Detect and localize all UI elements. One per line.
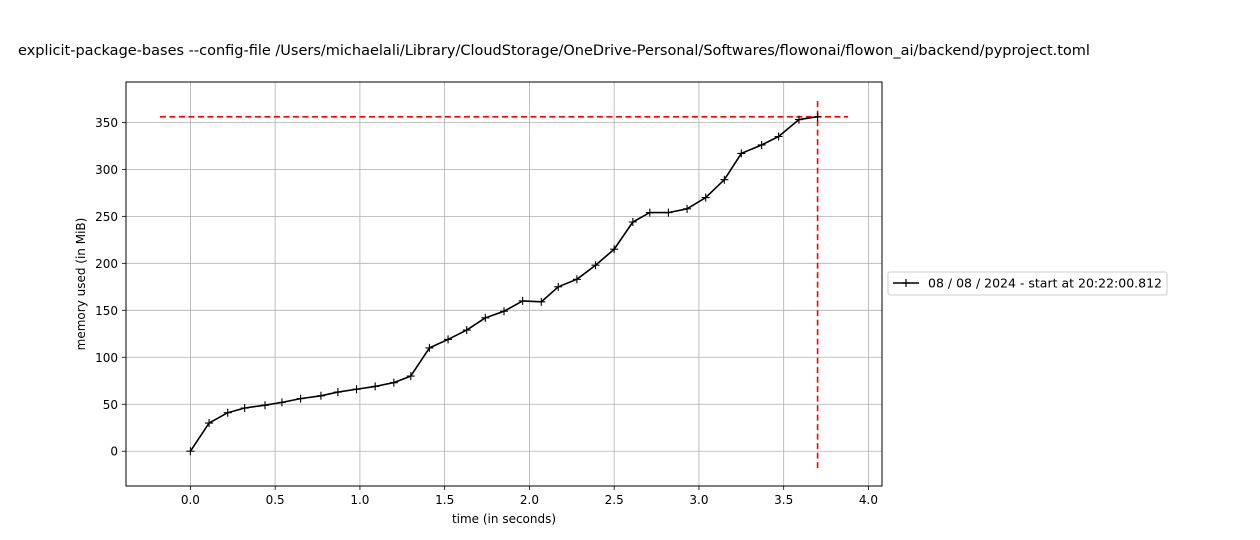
x-axis-ticks: 0.0 0.5 1.0 1.5 2.0 2.5 3.0 3.5 4.0 [181,486,878,507]
data-point-marker [757,140,766,149]
data-point-marker [316,391,325,400]
data-point-marker [333,388,342,397]
series-line [189,115,818,452]
data-point-marker [500,307,508,316]
data-point-marker [462,326,471,335]
data-point-marker [591,261,600,270]
data-point-marker [240,404,249,413]
x-tick-label: 4.0 [859,493,878,507]
legend: 08 / 08 / 2024 - start at 20:22:00.812 [887,271,1168,296]
reference-lines [159,99,849,469]
x-tick-label: 2.0 [520,493,539,507]
data-point-marker [425,343,434,352]
x-tick-label: 2.5 [605,493,624,507]
grid-lines [126,82,882,486]
legend-plus-marker [902,279,910,287]
y-tick-label: 0 [110,445,118,459]
plot-frame [125,81,883,487]
data-point-marker [296,394,305,403]
y-tick-label: 100 [95,351,118,365]
data-point-marker [720,175,729,184]
legend-frame [887,271,1168,296]
x-tick-label: 3.0 [689,493,708,507]
data-point-marker [223,408,232,417]
data-point-marker [277,398,286,407]
data-point-marker [260,401,269,410]
y-tick-label: 50 [103,398,118,412]
data-point-marker [701,193,710,202]
data-point-marker [481,313,490,322]
x-tick-label: 3.5 [774,493,793,507]
y-axis-label: memory used (in MiB) [74,218,88,351]
data-point-marker [186,447,195,456]
y-tick-label: 300 [95,163,118,177]
data-point-marker [794,115,803,124]
y-tick-label: 200 [95,257,118,271]
data-point-marker [371,382,380,391]
data-point-marker [610,245,619,254]
data-point-marker [554,282,563,291]
data-point-marker [664,208,673,217]
y-axis-ticks: 0 50 100 150 200 250 300 350 [95,116,126,459]
data-point-marker [444,335,453,344]
data-point-marker [737,149,746,158]
legend-entry-label: 08 / 08 / 2024 - start at 20:22:00.812 [928,276,1162,291]
y-tick-label: 350 [95,116,118,130]
data-point-marker [683,204,692,213]
data-point-marker [572,275,581,284]
data-point-marker [352,385,361,394]
x-axis-label: time (in seconds) [452,512,556,526]
chart-title: explicit-package-bases --config-file /Us… [18,43,1090,59]
data-series [186,112,822,456]
x-tick-label: 1.0 [350,493,369,507]
data-point-marker [628,217,637,226]
data-point-marker [406,372,415,381]
data-point-marker [537,297,546,306]
x-tick-label: 0.0 [181,493,200,507]
data-point-marker [774,132,783,141]
data-point-marker [205,419,214,428]
data-point-marker [813,112,822,121]
data-point-marker [389,378,398,387]
x-tick-label: 0.5 [266,493,285,507]
y-tick-label: 250 [95,210,118,224]
data-point-marker [645,208,654,217]
y-tick-label: 150 [95,304,118,318]
data-point-marker [518,296,527,305]
x-tick-label: 1.5 [435,493,454,507]
